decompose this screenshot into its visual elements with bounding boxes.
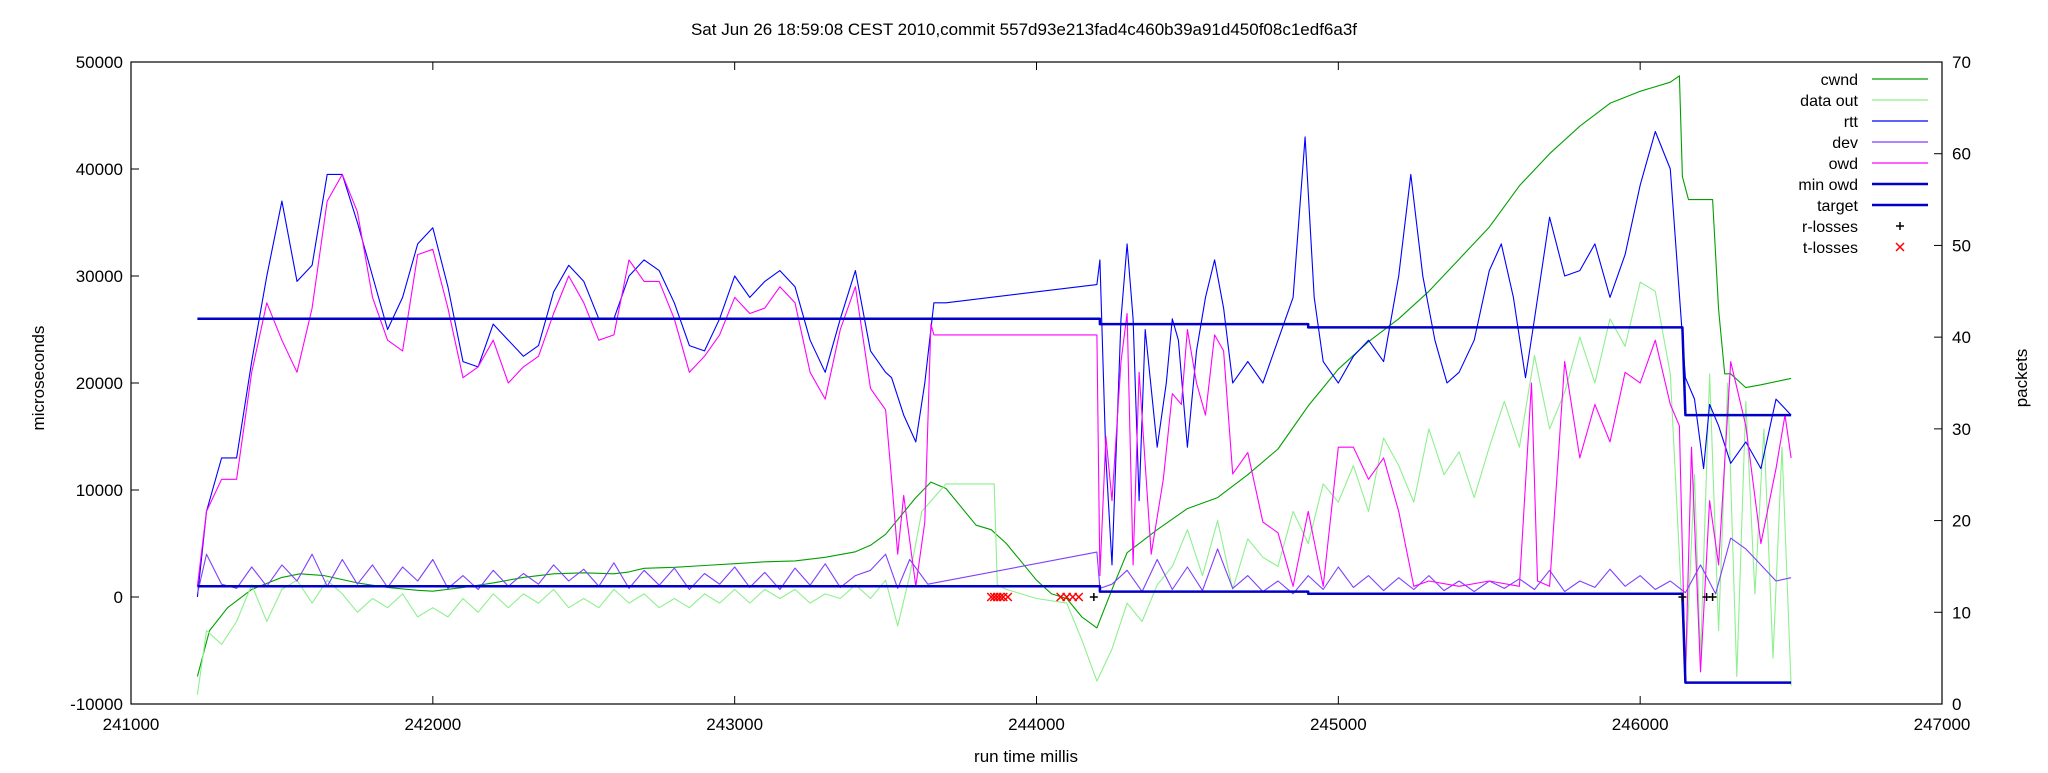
legend-item-data-out: data out <box>1800 93 1928 110</box>
legend-marker <box>1896 222 1904 230</box>
legend-label: data out <box>1800 93 1858 110</box>
legend-label: owd <box>1829 156 1858 173</box>
chart-title: Sat Jun 26 18:59:08 CEST 2010,commit 557… <box>691 20 1357 39</box>
legend-label: r-losses <box>1802 219 1858 236</box>
min-owd-line <box>197 585 1792 684</box>
y2-tick-label: 50 <box>1952 236 1971 255</box>
x-tick-label: 241000 <box>103 715 160 734</box>
legend-item-r-losses: r-losses <box>1802 219 1904 236</box>
series-r-losses <box>1089 593 1717 601</box>
legend-label: t-losses <box>1803 240 1858 257</box>
y-tick-label: 20000 <box>76 374 123 393</box>
r-losses-marker <box>1708 593 1717 601</box>
y2-tick-label: 10 <box>1952 603 1971 622</box>
y2-axis-label: packets <box>2012 349 2031 408</box>
y-tick-label: 30000 <box>76 267 123 286</box>
x-tick-label: 243000 <box>706 715 763 734</box>
t-losses-marker <box>995 592 1005 602</box>
y2-tick-label: 40 <box>1952 328 1971 347</box>
legend-label: min owd <box>1798 177 1858 194</box>
y-tick-label: 40000 <box>76 160 123 179</box>
r-losses-marker <box>1678 593 1687 601</box>
legend-item-target: target <box>1817 198 1928 215</box>
legend-label: target <box>1817 198 1858 215</box>
legend-item-min-owd: min owd <box>1798 177 1928 194</box>
legend-label: rtt <box>1844 114 1859 131</box>
legend-item-rtt: rtt <box>1844 114 1928 131</box>
legend-item-t-losses: t-losses <box>1803 240 1905 257</box>
target-line <box>197 317 1792 417</box>
x-tick-label: 242000 <box>404 715 461 734</box>
plot-area <box>196 75 1792 695</box>
series-rtt <box>196 130 1792 598</box>
x-tick-label: 245000 <box>1310 715 1367 734</box>
x-tick-label: 246000 <box>1612 715 1669 734</box>
y-tick-label: 10000 <box>76 481 123 500</box>
x-axis-label: run time millis <box>974 747 1078 766</box>
rtt-line <box>196 130 1792 598</box>
legend-label: dev <box>1832 135 1858 152</box>
series-cwnd <box>196 75 1792 677</box>
owd-line <box>196 173 1792 678</box>
y2-tick-label: 0 <box>1952 695 1961 714</box>
series-min-owd <box>197 585 1792 684</box>
x-tick-label: 244000 <box>1008 715 1065 734</box>
legend: cwnd data out rtt dev owd min owd target r-loss… <box>1798 72 1928 257</box>
series-owd <box>196 173 1792 678</box>
t-losses-marker <box>1074 592 1084 602</box>
legend-item-owd: owd <box>1829 156 1928 173</box>
y2-tick-label: 70 <box>1952 53 1971 72</box>
axes: 241000 242000 243000 244000 245000 246000 2470… <box>70 53 1971 734</box>
series-target <box>197 317 1792 417</box>
y-tick-label: 0 <box>114 588 123 607</box>
series-dev <box>196 537 1792 595</box>
dev-line <box>196 537 1792 595</box>
legend-marker <box>1895 242 1905 252</box>
legend-label: cwnd <box>1821 72 1858 89</box>
data-out-line <box>196 281 1792 695</box>
legend-item-dev: dev <box>1832 135 1928 152</box>
x-tick-label: 247000 <box>1914 715 1971 734</box>
legend-item-cwnd: cwnd <box>1821 72 1928 89</box>
y2-tick-label: 20 <box>1952 512 1971 531</box>
y2-tick-label: 60 <box>1952 145 1971 164</box>
t-losses-marker <box>1003 592 1013 602</box>
y-axis-label: microseconds <box>29 326 48 431</box>
cwnd-line <box>196 75 1792 677</box>
y-tick-label: -10000 <box>70 695 123 714</box>
y2-tick-label: 30 <box>1952 420 1971 439</box>
y-tick-label: 50000 <box>76 53 123 72</box>
series-data-out <box>196 281 1792 695</box>
series-t-losses <box>986 592 1084 602</box>
r-losses-marker <box>1089 593 1098 601</box>
